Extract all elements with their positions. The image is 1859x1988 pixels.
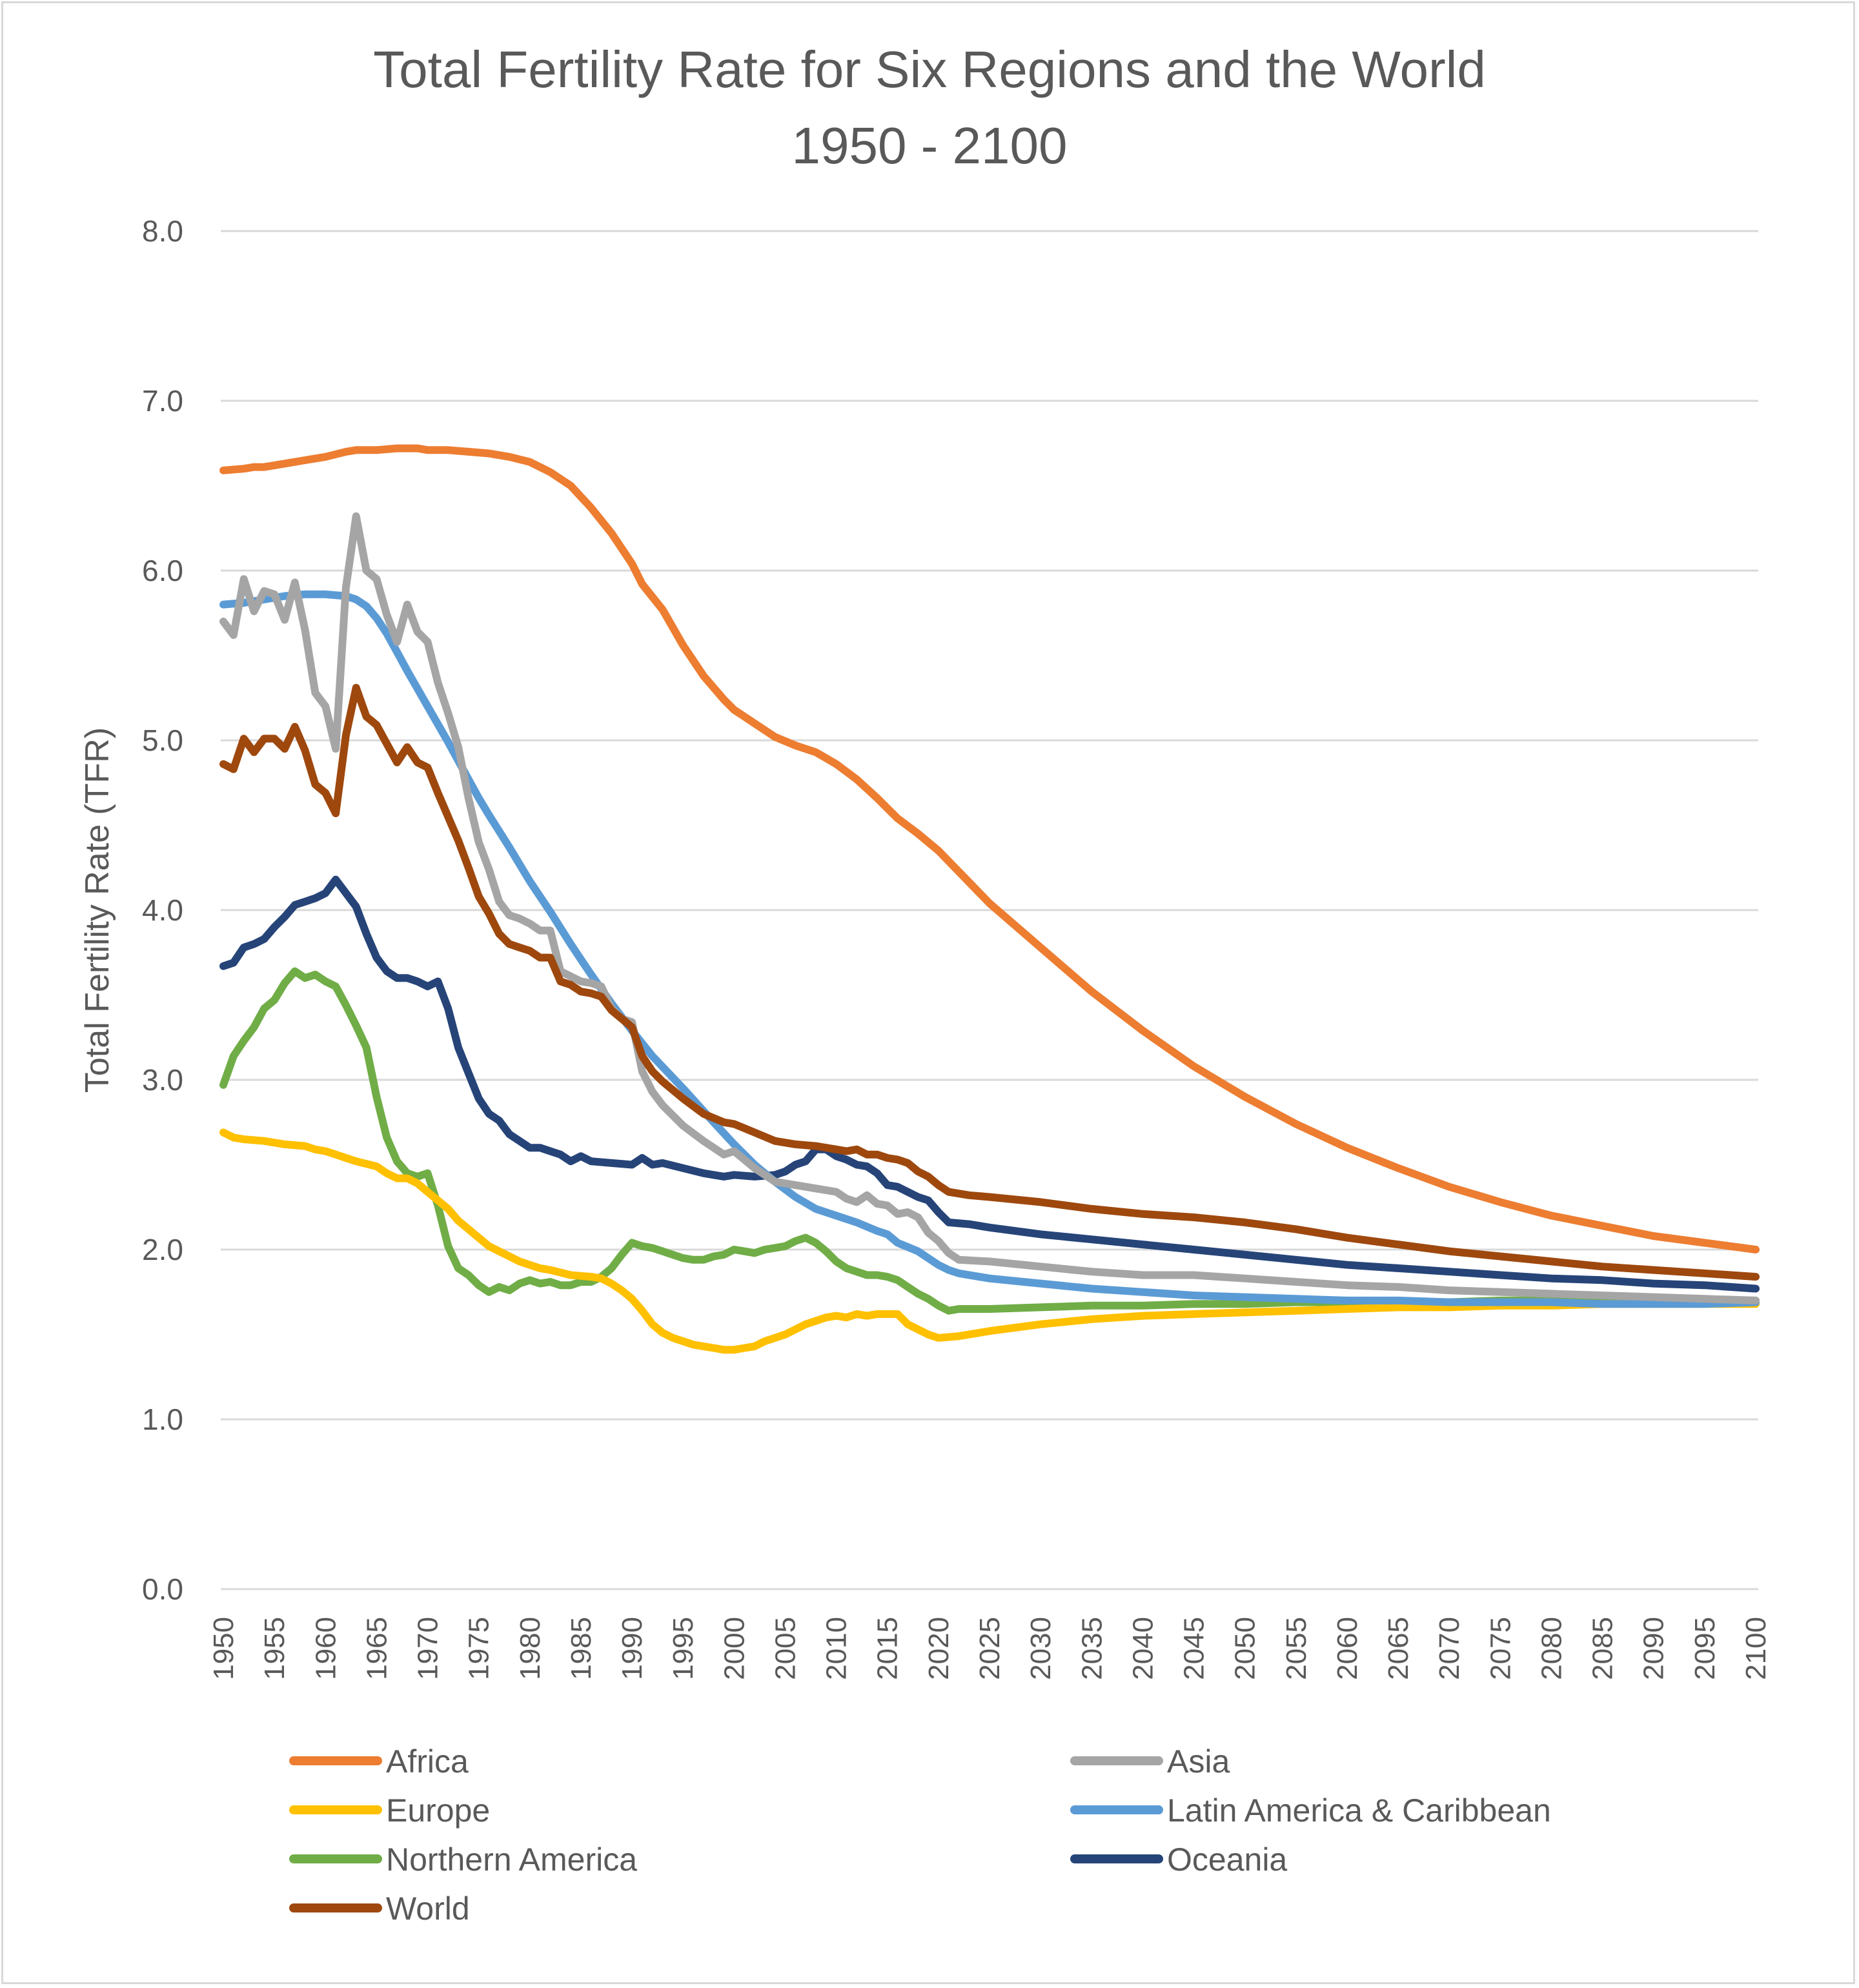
y-tick-label: 4.0	[142, 893, 183, 927]
x-tick-label: 2040	[1127, 1617, 1159, 1680]
x-tick-label: 2060	[1332, 1617, 1363, 1680]
x-tick-label: 2025	[974, 1617, 1006, 1680]
legend-item: Europe	[289, 1792, 490, 1829]
x-tick-label: 1980	[514, 1617, 546, 1680]
x-tick-label: 2035	[1076, 1617, 1108, 1680]
legend-item: Asia	[1070, 1743, 1230, 1780]
legend-label: Latin America & Caribbean	[1167, 1792, 1551, 1829]
legend-item: Oceania	[1070, 1841, 1287, 1878]
y-tick-label: 3.0	[142, 1063, 183, 1097]
x-tick-label: 2030	[1025, 1617, 1057, 1680]
chart-title: Total Fertility Rate for Six Regions and…	[373, 41, 1486, 98]
y-tick-label: 0.0	[142, 1572, 183, 1606]
legend-label: Europe	[386, 1792, 490, 1829]
series-line-oceania	[219, 875, 1760, 1293]
x-tick-label: 2000	[718, 1617, 750, 1680]
x-tick-label: 2080	[1536, 1617, 1567, 1680]
chart-subtitle: 1950 - 2100	[791, 117, 1068, 174]
y-axis-ticks: 0.0 1.0 2.0 3.0 4.0 5.0 6.0 7.0 8.0	[142, 214, 183, 1606]
y-tick-label: 8.0	[142, 214, 183, 248]
x-tick-label: 1975	[463, 1617, 495, 1680]
y-tick-label: 6.0	[142, 554, 183, 587]
x-tick-label: 1995	[667, 1617, 699, 1680]
x-tick-label: 2015	[872, 1617, 904, 1680]
x-tick-label: 1970	[412, 1617, 444, 1680]
legend-label: Asia	[1167, 1743, 1230, 1780]
series-line-africa	[219, 444, 1760, 1253]
series-line-europe	[219, 1128, 1760, 1354]
y-tick-label: 2.0	[142, 1233, 183, 1266]
series-line-latin-america-caribbean	[219, 590, 1760, 1308]
legend-label: Northern America	[386, 1841, 637, 1878]
x-tick-label: 1990	[616, 1617, 648, 1680]
legend: Africa Asia Europe Latin America & Caribbea…	[289, 1743, 1551, 1927]
series-line-northern-america	[219, 967, 1760, 1315]
x-axis-ticks: 1950 1955 1960 1965 1970 1975 1980 1985 1990 1995…	[208, 1617, 1772, 1680]
x-tick-label: 2045	[1179, 1617, 1210, 1680]
gridlines	[221, 230, 1758, 1590]
x-tick-label: 2050	[1230, 1617, 1261, 1680]
x-tick-label: 2010	[821, 1617, 853, 1680]
x-tick-label: 2090	[1638, 1617, 1670, 1680]
series-lines	[219, 444, 1760, 1354]
x-tick-label: 1960	[310, 1617, 341, 1680]
legend-label: Oceania	[1167, 1841, 1287, 1878]
legend-item: Africa	[289, 1743, 469, 1780]
x-tick-label: 2085	[1587, 1617, 1619, 1680]
x-tick-label: 2075	[1485, 1617, 1516, 1680]
x-tick-label: 1985	[565, 1617, 597, 1680]
x-tick-label: 2005	[769, 1617, 801, 1680]
y-tick-label: 7.0	[142, 384, 183, 418]
legend-label: Africa	[386, 1743, 469, 1780]
series-line-asia	[219, 512, 1760, 1304]
legend-item: Northern America	[289, 1841, 637, 1878]
y-axis-label: Total Fertility Rate (TFR)	[79, 727, 116, 1093]
x-tick-label: 2020	[923, 1617, 955, 1680]
x-tick-label: 2065	[1383, 1617, 1414, 1680]
series-line-world	[219, 684, 1760, 1281]
x-tick-label: 2095	[1689, 1617, 1721, 1680]
y-tick-label: 5.0	[142, 724, 183, 757]
x-tick-label: 1950	[208, 1617, 239, 1680]
x-tick-label: 1955	[259, 1617, 290, 1680]
y-tick-label: 1.0	[142, 1403, 183, 1436]
legend-item: World	[289, 1891, 470, 1927]
legend-label: World	[386, 1891, 470, 1927]
x-tick-label: 1965	[361, 1617, 392, 1680]
legend-item: Latin America & Caribbean	[1070, 1792, 1551, 1829]
x-tick-label: 2055	[1281, 1617, 1312, 1680]
x-tick-label: 2070	[1434, 1617, 1465, 1680]
x-tick-label: 2100	[1740, 1617, 1772, 1680]
